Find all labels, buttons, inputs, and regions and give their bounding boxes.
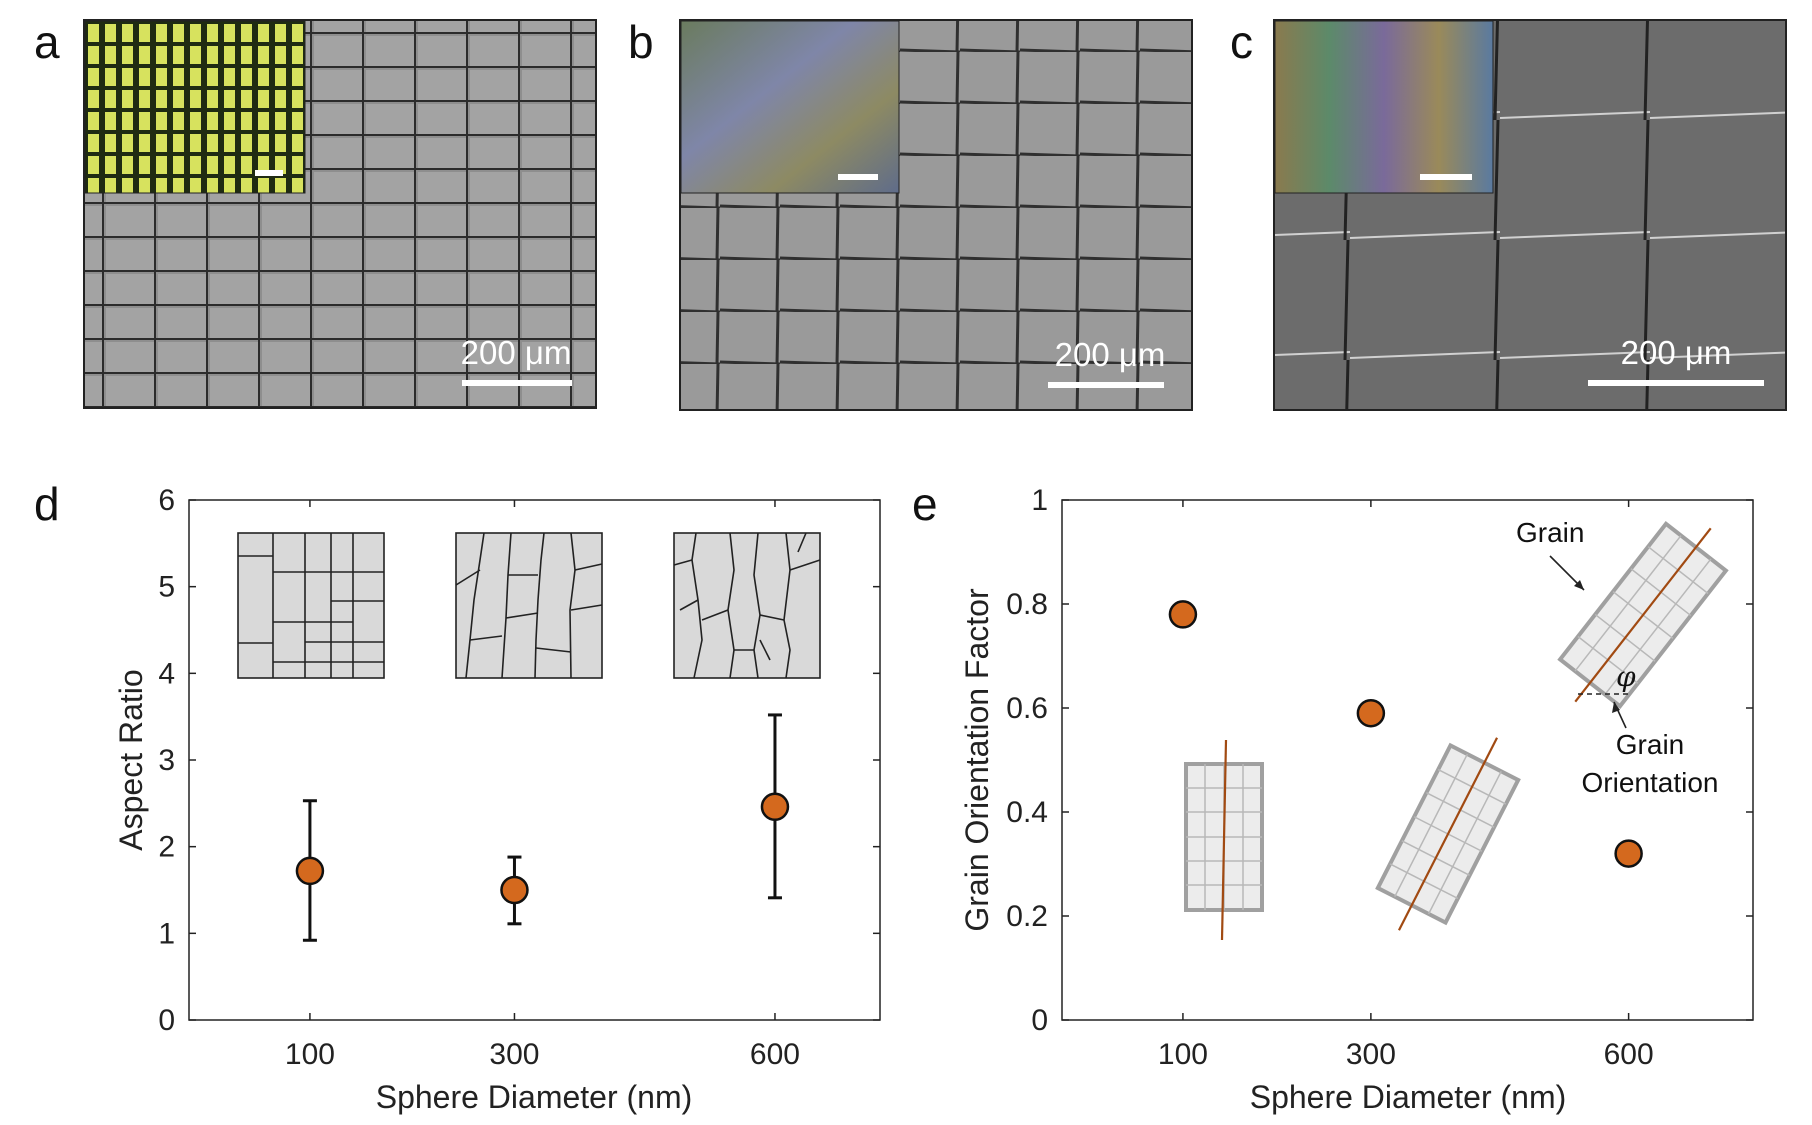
scale-bar-c: [1588, 380, 1764, 386]
data-marks-e: [1168, 600, 1643, 868]
y-tick-label: 6: [158, 484, 175, 517]
y-axis-label-d: Aspect Ratio: [113, 669, 149, 850]
data-point: [500, 875, 529, 905]
panel-label-c: c: [1230, 16, 1253, 68]
x-tick-label: 300: [1346, 1038, 1396, 1071]
data-point: [760, 792, 790, 822]
schematic-grains-100: [237, 532, 385, 679]
scale-bar-label-c: 200 μm: [1621, 334, 1732, 371]
x-axis-label-e: Sphere Diameter (nm): [1250, 1079, 1567, 1115]
scale-bar-label-b: 200 μm: [1055, 336, 1166, 373]
y-tick-label: 0.8: [1006, 588, 1048, 621]
y-tick-label: 0.6: [1006, 692, 1048, 725]
y-tick-label: 0.4: [1006, 796, 1048, 829]
panel-label-a: a: [34, 16, 60, 68]
chart-e: e Grain Orientation Factor Sphere Diamet…: [912, 478, 1754, 1115]
orientation-annotation-line1: Grain: [1616, 729, 1684, 760]
schematic-grains-300: [455, 532, 603, 679]
x-ticks-d: 100 300 600: [285, 500, 800, 1071]
data-marks-d: [295, 713, 790, 942]
y-tick-label: 0.2: [1006, 900, 1048, 933]
y-tick-label: 1: [1031, 484, 1048, 517]
data-point: [1168, 600, 1198, 629]
y-ticks-d: 0 1 2 3 4 5 6: [158, 484, 880, 1037]
y-tick-label: 0: [158, 1004, 175, 1037]
schematic-grains-600: [673, 532, 821, 679]
y-ticks-e: 0 0.2 0.4 0.6 0.8 1: [1006, 484, 1753, 1037]
y-tick-label: 4: [158, 657, 175, 690]
optical-inset-a: [84, 20, 306, 194]
grain-schematic-annotated: [1557, 521, 1729, 709]
grain-annotation: Grain: [1516, 517, 1584, 548]
phi-symbol: φ: [1616, 660, 1636, 693]
x-tick-label: 100: [285, 1038, 335, 1071]
inset-scale-bar-b: [838, 174, 878, 180]
panel-c: c 200 μm: [1230, 16, 1787, 411]
grain-schematic-upright: [1184, 739, 1264, 941]
y-tick-label: 1: [158, 917, 175, 950]
optical-inset-b: [680, 20, 900, 194]
scale-bar-label-a: 200 μm: [461, 334, 572, 371]
chart-d: d Aspect Ratio Sphere Diameter (nm) 0 1 2 3…: [34, 478, 881, 1115]
optical-inset-c: [1274, 20, 1494, 194]
x-axis-label-d: Sphere Diameter (nm): [376, 1079, 693, 1115]
panel-label-e: e: [912, 478, 938, 530]
grain-schematic-tilted: [1375, 737, 1521, 931]
x-tick-label: 300: [489, 1038, 539, 1071]
y-axis-label-e: Grain Orientation Factor: [959, 588, 995, 932]
y-tick-label: 0: [1031, 1004, 1048, 1037]
panel-label-d: d: [34, 478, 60, 530]
grain-arrowhead: [1574, 580, 1584, 590]
orientation-annotation-line2: Orientation: [1582, 767, 1719, 798]
panel-b: b 200 μm: [628, 16, 1193, 411]
orientation-arrowhead: [1612, 702, 1620, 713]
data-point: [295, 856, 325, 886]
y-tick-label: 2: [158, 831, 175, 864]
data-point: [1356, 698, 1386, 728]
x-tick-label: 600: [1604, 1038, 1654, 1071]
y-tick-label: 5: [158, 571, 175, 604]
x-ticks-e: 100 300 600: [1158, 500, 1654, 1071]
scale-bar-a: [462, 380, 572, 386]
inset-scale-bar-a: [255, 170, 283, 176]
panel-a: a 200 μm: [34, 16, 597, 409]
x-tick-label: 600: [750, 1038, 800, 1071]
scale-bar-b: [1048, 382, 1164, 388]
inset-scale-bar-c: [1420, 174, 1472, 180]
x-tick-label: 100: [1158, 1038, 1208, 1071]
y-tick-label: 3: [158, 744, 175, 777]
panel-label-b: b: [628, 16, 654, 68]
plot-area-e: [1061, 499, 1754, 1021]
data-point: [1614, 839, 1643, 868]
